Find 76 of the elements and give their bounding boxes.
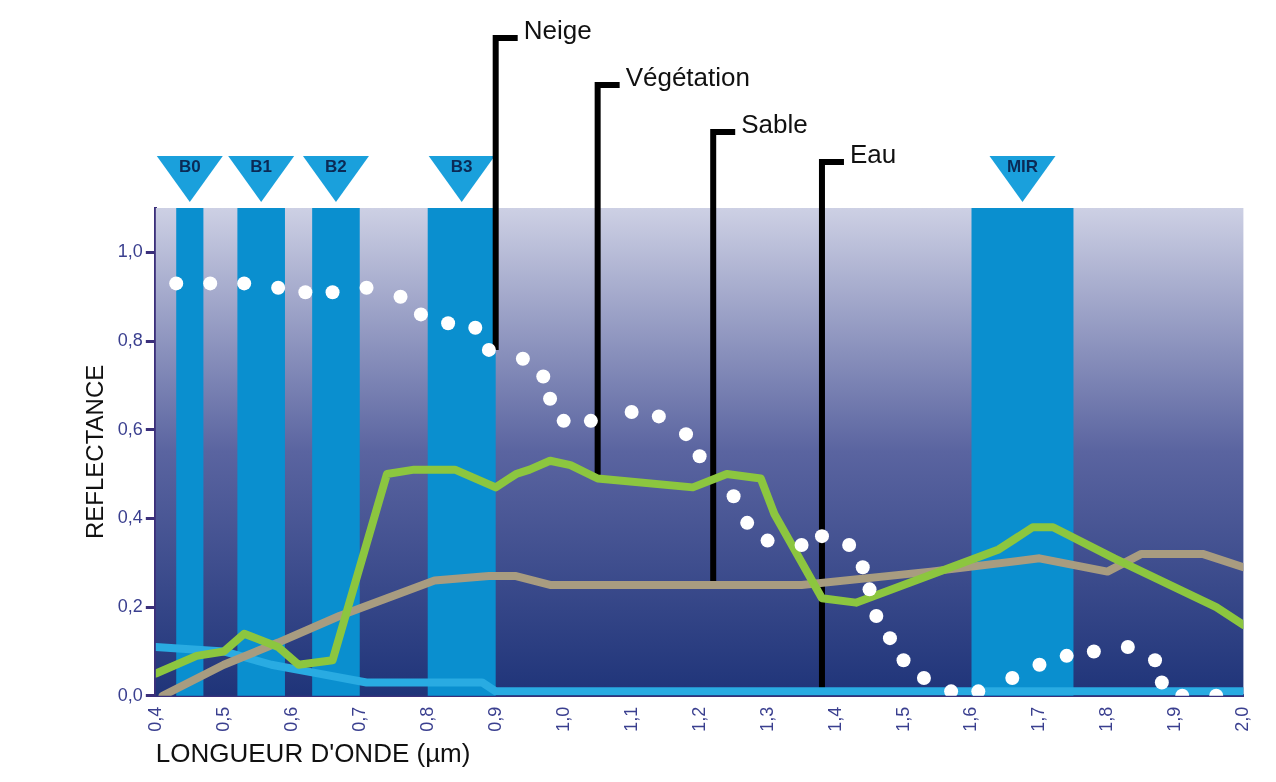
x-tick-label: 1,1	[620, 706, 641, 732]
point	[298, 285, 313, 300]
point	[536, 369, 551, 384]
point	[481, 342, 496, 357]
point	[393, 289, 408, 304]
annotation: Sable	[741, 109, 808, 140]
x-tick-label: 0,5	[212, 706, 233, 732]
point	[882, 631, 897, 646]
x-tick-label: 1,0	[552, 706, 573, 732]
point	[971, 684, 986, 696]
band-label: MIR	[1006, 156, 1039, 176]
point	[1120, 640, 1135, 654]
point	[842, 538, 857, 553]
point	[760, 533, 775, 548]
y-tick-label: 1,0	[117, 241, 143, 262]
point	[271, 280, 286, 295]
point	[237, 276, 252, 291]
point	[1032, 657, 1047, 672]
band-label: B0	[178, 156, 201, 176]
x-tick-label: 1,2	[688, 706, 709, 732]
point	[624, 404, 639, 419]
x-tick-label: 1,6	[960, 706, 981, 732]
point	[1148, 653, 1163, 668]
x-tick-label: 1,5	[892, 706, 913, 732]
annotation: Végétation	[625, 62, 750, 93]
band-label: B3	[450, 156, 473, 176]
x-tick-label: 1,9	[1164, 706, 1185, 732]
point	[1154, 675, 1169, 690]
point	[740, 515, 755, 530]
x-tick-label: 0,9	[484, 706, 505, 732]
annotation: Neige	[523, 15, 592, 46]
x-axis-title: LONGUEUR D'ONDE (µm)	[155, 737, 471, 768]
point	[468, 320, 483, 335]
point	[679, 427, 694, 442]
y-tick-label: 0,4	[117, 507, 143, 528]
y-tick-label: 0,0	[117, 684, 143, 705]
point	[583, 413, 598, 428]
band-label: B2	[325, 156, 347, 176]
point	[1005, 671, 1020, 686]
x-tick-label: 0,7	[348, 706, 369, 732]
point	[814, 529, 829, 544]
point	[692, 449, 707, 464]
point	[869, 608, 884, 623]
y-tick-label: 0,6	[117, 418, 143, 439]
point	[1086, 644, 1101, 659]
point	[203, 276, 218, 291]
point	[862, 582, 877, 597]
point	[651, 409, 666, 424]
x-tick-label: 0,8	[416, 706, 437, 732]
point	[359, 280, 374, 295]
point	[896, 653, 911, 668]
x-tick-label: 1,3	[756, 706, 777, 732]
x-tick-label: 1,4	[824, 706, 845, 732]
y-axis-title: REFLECTANCE	[81, 364, 109, 540]
point	[944, 684, 959, 696]
point	[1059, 648, 1074, 663]
y-tick-label: 0,2	[117, 596, 143, 617]
point	[413, 307, 428, 322]
point	[515, 351, 530, 366]
point	[726, 489, 741, 504]
x-tick-label: 1,8	[1096, 706, 1117, 732]
annotation: Eau	[849, 139, 897, 170]
point	[794, 538, 809, 553]
band-label: B1	[250, 156, 273, 176]
x-tick-label: 0,4	[144, 706, 165, 732]
point	[543, 391, 558, 406]
point	[916, 671, 931, 686]
y-tick-label: 0,8	[117, 330, 143, 350]
point	[556, 413, 571, 428]
x-tick-label: 0,6	[280, 706, 301, 732]
point	[325, 285, 340, 300]
x-tick-label: 2,0	[1232, 706, 1253, 732]
point	[441, 316, 456, 331]
point	[855, 560, 870, 575]
point	[169, 276, 184, 291]
x-tick-label: 1,7	[1028, 706, 1049, 732]
